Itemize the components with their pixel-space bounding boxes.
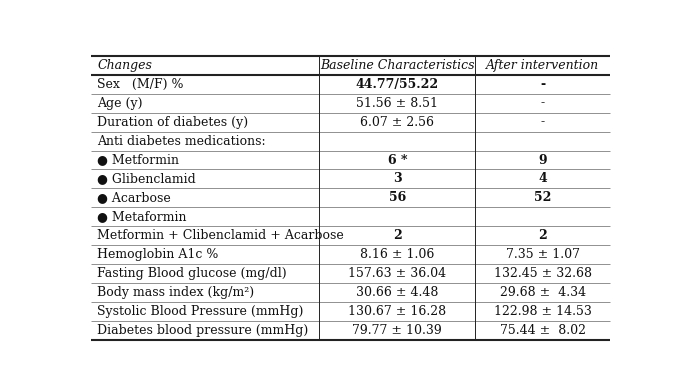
Text: ● Metaformin: ● Metaformin bbox=[97, 210, 187, 223]
Text: 51.56 ± 8.51: 51.56 ± 8.51 bbox=[356, 96, 438, 110]
Text: 30.66 ± 4.48: 30.66 ± 4.48 bbox=[356, 286, 438, 299]
Text: -: - bbox=[540, 78, 545, 91]
Text: 6 *: 6 * bbox=[388, 154, 407, 166]
Text: 4: 4 bbox=[538, 172, 547, 186]
Text: 52: 52 bbox=[534, 191, 551, 205]
Text: 7.35 ± 1.07: 7.35 ± 1.07 bbox=[505, 248, 580, 261]
Text: 8.16 ± 1.06: 8.16 ± 1.06 bbox=[360, 248, 434, 261]
Text: Fasting Blood glucose (mg/dl): Fasting Blood glucose (mg/dl) bbox=[97, 267, 287, 280]
Text: Body mass index (kg/m²): Body mass index (kg/m²) bbox=[97, 286, 254, 299]
Text: Hemoglobin A1c %: Hemoglobin A1c % bbox=[97, 248, 218, 261]
Text: Age (y): Age (y) bbox=[97, 96, 143, 110]
Text: Changes: Changes bbox=[97, 59, 152, 72]
Text: 130.67 ± 16.28: 130.67 ± 16.28 bbox=[348, 305, 447, 318]
Text: Diabetes blood pressure (mmHg): Diabetes blood pressure (mmHg) bbox=[97, 324, 308, 337]
Text: 2: 2 bbox=[538, 230, 547, 242]
Text: Anti diabetes medications:: Anti diabetes medications: bbox=[97, 135, 266, 147]
Text: 29.68 ±  4.34: 29.68 ± 4.34 bbox=[500, 286, 586, 299]
Text: Metformin + Clibenclamid + Acarbose: Metformin + Clibenclamid + Acarbose bbox=[97, 230, 344, 242]
Text: 56: 56 bbox=[389, 191, 406, 205]
Text: Baseline Characteristics: Baseline Characteristics bbox=[320, 59, 475, 72]
Text: -: - bbox=[540, 116, 545, 128]
Text: 6.07 ± 2.56: 6.07 ± 2.56 bbox=[360, 116, 434, 128]
Text: 157.63 ± 36.04: 157.63 ± 36.04 bbox=[348, 267, 447, 280]
Text: Systolic Blood Pressure (mmHg): Systolic Blood Pressure (mmHg) bbox=[97, 305, 304, 318]
Text: -: - bbox=[540, 96, 545, 110]
Text: ● Glibenclamid: ● Glibenclamid bbox=[97, 172, 196, 186]
Text: 3: 3 bbox=[393, 172, 402, 186]
Text: 79.77 ± 10.39: 79.77 ± 10.39 bbox=[352, 324, 442, 337]
Text: 44.77/55.22: 44.77/55.22 bbox=[356, 78, 439, 91]
Text: ● Acarbose: ● Acarbose bbox=[97, 191, 171, 205]
Text: ● Metformin: ● Metformin bbox=[97, 154, 179, 166]
Text: Duration of diabetes (y): Duration of diabetes (y) bbox=[97, 116, 248, 128]
Text: After intervention: After intervention bbox=[486, 59, 599, 72]
Text: 132.45 ± 32.68: 132.45 ± 32.68 bbox=[494, 267, 592, 280]
Text: 2: 2 bbox=[393, 230, 402, 242]
Text: Sex   (M/F) %: Sex (M/F) % bbox=[97, 78, 184, 91]
Text: 9: 9 bbox=[538, 154, 547, 166]
Text: 122.98 ± 14.53: 122.98 ± 14.53 bbox=[494, 305, 592, 318]
Text: 75.44 ±  8.02: 75.44 ± 8.02 bbox=[500, 324, 586, 337]
